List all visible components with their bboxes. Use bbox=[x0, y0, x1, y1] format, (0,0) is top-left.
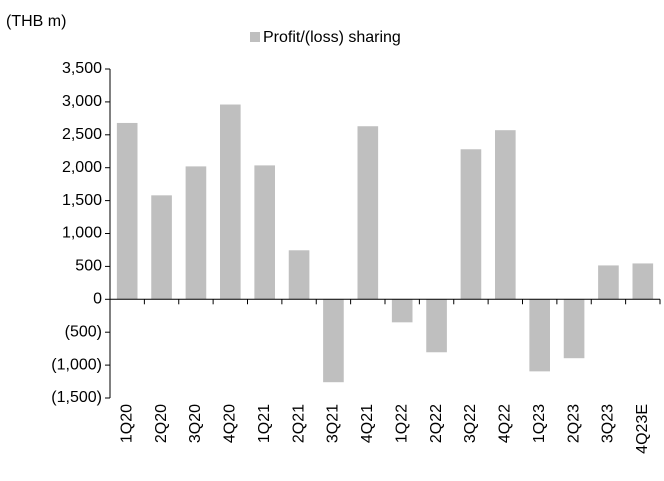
x-tick-label: 1Q22 bbox=[393, 404, 410, 443]
x-tick-label: 3Q23 bbox=[600, 404, 617, 443]
x-tick-label: 2Q23 bbox=[565, 404, 582, 443]
x-tick-label: 2Q20 bbox=[153, 404, 170, 443]
bar bbox=[185, 166, 207, 300]
y-tick-label: (500) bbox=[65, 323, 102, 340]
legend-swatch bbox=[250, 32, 260, 42]
bar bbox=[529, 299, 550, 372]
x-tick-label: 3Q22 bbox=[462, 404, 479, 443]
bar bbox=[632, 263, 654, 300]
x-tick-label: 1Q23 bbox=[531, 404, 548, 443]
y-tick-label: 500 bbox=[75, 258, 102, 275]
y-tick-label: (1,000) bbox=[51, 356, 102, 373]
bar bbox=[391, 299, 413, 323]
y-tick-label: 2,000 bbox=[62, 159, 102, 176]
bar bbox=[357, 126, 379, 300]
y-tick-label: 3,000 bbox=[62, 93, 102, 110]
bar bbox=[426, 299, 447, 353]
bar bbox=[288, 250, 310, 300]
y-axis-label: (THB m) bbox=[6, 13, 66, 30]
bar bbox=[151, 195, 172, 300]
bar bbox=[116, 122, 138, 300]
x-tick-label: 3Q20 bbox=[187, 404, 204, 443]
y-tick-label: 1,000 bbox=[62, 225, 102, 242]
bar bbox=[323, 299, 344, 383]
bar bbox=[598, 265, 619, 300]
x-tick-label: 2Q22 bbox=[428, 404, 445, 443]
bar bbox=[220, 104, 241, 300]
bar bbox=[563, 299, 585, 359]
y-tick-label: 1,500 bbox=[62, 192, 102, 209]
x-tick-label: 4Q23E bbox=[634, 404, 651, 454]
x-tick-label: 3Q21 bbox=[325, 404, 342, 443]
x-tick-label: 2Q21 bbox=[290, 404, 307, 443]
y-tick-label: 3,500 bbox=[62, 60, 102, 77]
x-tick-label: 1Q21 bbox=[256, 404, 273, 443]
bar bbox=[495, 130, 516, 300]
y-tick-label: (1,500) bbox=[51, 389, 102, 406]
y-tick-label: 0 bbox=[93, 291, 102, 308]
x-tick-label: 4Q21 bbox=[359, 404, 376, 443]
x-tick-label: 1Q20 bbox=[118, 404, 135, 443]
legend-label: Profit/(loss) sharing bbox=[263, 29, 401, 46]
bar bbox=[254, 165, 275, 300]
y-tick-label: 2,500 bbox=[62, 126, 102, 143]
x-tick-label: 4Q22 bbox=[497, 404, 514, 443]
bar bbox=[460, 149, 482, 300]
x-tick-label: 4Q20 bbox=[222, 404, 239, 443]
